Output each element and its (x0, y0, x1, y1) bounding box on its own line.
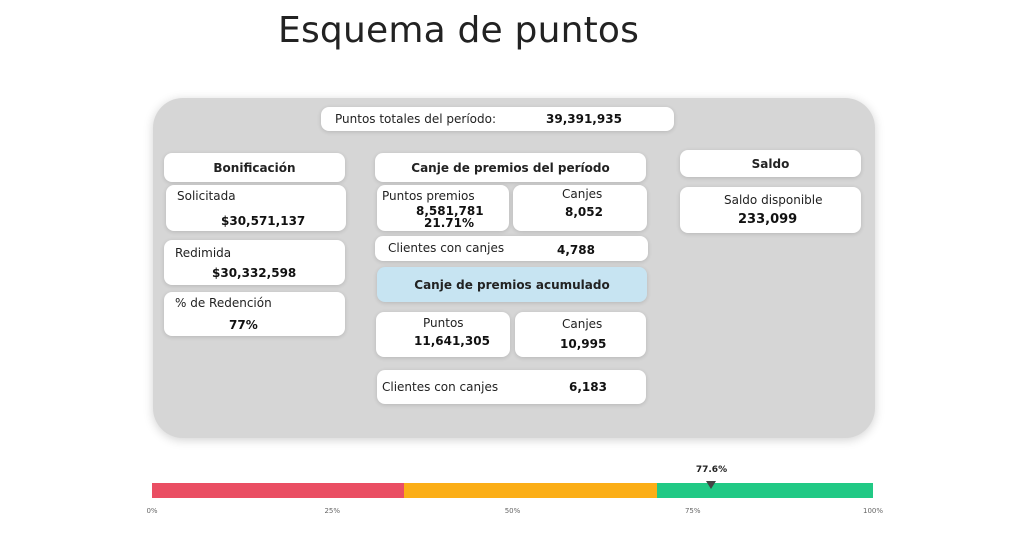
canjes-acumulado-card: Canjes 10,995 (515, 312, 646, 357)
gauge-tick-label: 50% (504, 507, 521, 515)
bonificacion-header: Bonificación (164, 153, 345, 182)
redencion-value: 77% (229, 318, 258, 332)
canjes-periodo-card: Canjes 8,052 (513, 185, 647, 231)
page-title: Esquema de puntos (278, 10, 640, 51)
puntos-acumulado-card: Puntos 11,641,305 (376, 312, 510, 357)
gauge-segment (152, 483, 405, 498)
total-points-card: Puntos totales del período: 39,391,935 (321, 107, 674, 131)
clientes-periodo-card: Clientes con canjes 4,788 (375, 236, 648, 261)
gauge-segment (656, 483, 873, 498)
redimida-label: Redimida (175, 246, 232, 260)
total-points-label: Puntos totales del período: (335, 112, 496, 126)
redencion-label: % de Redención (175, 296, 272, 310)
canjes-periodo-label: Canjes (562, 187, 603, 201)
puntos-acumulado-value: 11,641,305 (414, 334, 490, 348)
redimida-value: $30,332,598 (212, 266, 297, 280)
saldo-header: Saldo (680, 150, 861, 177)
puntos-acumulado-label: Puntos (423, 316, 464, 330)
puntos-premios-label: Puntos premios (382, 189, 475, 203)
gauge-value-label: 77.6% (695, 465, 728, 475)
solicitada-card: Solicitada $30,571,137 (166, 185, 346, 231)
gauge-segment (404, 483, 657, 498)
clientes-periodo-label: Clientes con canjes (388, 241, 505, 255)
saldo-disponible-label: Saldo disponible (724, 193, 823, 207)
canje-acumulado-header: Canje de premios acumulado (377, 267, 647, 302)
redimida-card: Redimida $30,332,598 (164, 240, 345, 285)
puntos-premios-value: 8,581,781 (416, 204, 484, 218)
gauge-tick-label: 0% (146, 507, 158, 515)
saldo-disponible-value: 233,099 (738, 212, 798, 227)
canje-periodo-header: Canje de premios del período (375, 153, 646, 182)
total-points-value: 39,391,935 (546, 112, 622, 126)
clientes-acumulado-label: Clientes con canjes (382, 380, 499, 394)
redencion-card: % de Redención 77% (164, 292, 345, 336)
canjes-acumulado-value: 10,995 (560, 337, 607, 351)
solicitada-value: $30,571,137 (221, 214, 306, 228)
canjes-acumulado-label: Canjes (562, 317, 603, 331)
saldo-disponible-card: Saldo disponible 233,099 (680, 187, 861, 233)
puntos-premios-card: Puntos premios 8,581,781 21.71% (377, 185, 509, 231)
gauge-tick-label: 100% (862, 507, 884, 515)
solicitada-label: Solicitada (177, 189, 236, 203)
clientes-acumulado-card: Clientes con canjes 6,183 (377, 370, 646, 404)
clientes-acumulado-value: 6,183 (569, 380, 607, 394)
puntos-premios-pct: 21.71% (424, 216, 474, 230)
gauge-track (152, 483, 873, 498)
gauge-tick-label: 25% (324, 507, 341, 515)
gauge-tick-label: 75% (684, 507, 701, 515)
gauge-marker-icon (706, 481, 717, 489)
canjes-periodo-value: 8,052 (565, 205, 603, 219)
clientes-periodo-value: 4,788 (557, 243, 595, 257)
